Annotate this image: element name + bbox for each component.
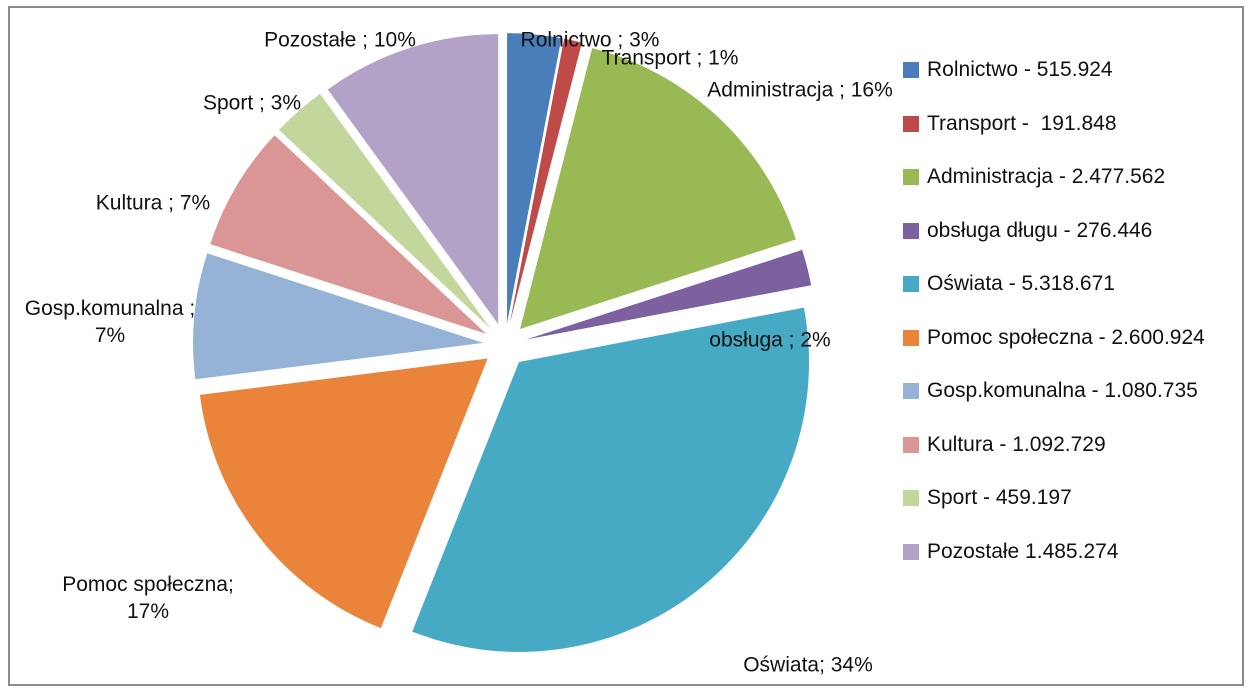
pie-slice (327, 34, 499, 325)
data-label: Administracja ; 16% (707, 78, 893, 102)
legend-swatch (903, 436, 919, 453)
data-label: Rolnictwo ; 3% (520, 28, 660, 52)
data-label: Oświata; 34% (743, 653, 873, 677)
legend-label: Administracja - 2.477.562 (927, 165, 1166, 188)
legend-label: Transport - 191.848 (927, 111, 1117, 135)
legend-label: Pomoc społeczna - 2.600.924 (927, 325, 1205, 349)
legend-label: Oświata - 5.318.671 (927, 272, 1115, 295)
data-label: obsługa ; 2% (709, 328, 831, 352)
pie-slice (526, 249, 812, 340)
legend-entry: Pomoc społeczna - 2.600.924 (903, 326, 1205, 350)
legend-swatch (903, 276, 919, 292)
pie-slice (520, 48, 796, 329)
legend-swatch (903, 222, 919, 239)
pie-slice (412, 307, 810, 652)
legend-entry: Oświata - 5.318.671 (903, 272, 1115, 296)
legend-swatch (903, 62, 919, 78)
legend-entry: obsługa długu - 276.446 (903, 219, 1152, 243)
data-label: Transport ; 1% (601, 46, 739, 70)
data-label: Gosp.komunalna ; 7% (24, 297, 196, 347)
legend-label: Sport - 459.197 (927, 486, 1072, 509)
legend-swatch (903, 543, 919, 560)
data-label: Pomoc społeczna; 17% (62, 573, 234, 623)
legend-entry: Sport - 459.197 (903, 486, 1072, 510)
legend-entry: Kultura - 1.092.729 (903, 433, 1106, 457)
legend-label: Pozostałe 1.485.274 (927, 539, 1119, 563)
pie-slice (279, 93, 491, 329)
data-label: Kultura ; 7% (95, 191, 211, 215)
pie-slice (507, 33, 562, 324)
pie-slice (210, 135, 487, 334)
pie-slice (509, 38, 582, 324)
legend-label: obsługa długu - 276.446 (927, 218, 1153, 242)
legend-swatch (903, 169, 919, 185)
legend-swatch (903, 329, 919, 346)
legend-label: Gosp.komunalna - 1.080.735 (927, 379, 1198, 402)
legend-entry: Administracja - 2.477.562 (903, 165, 1165, 189)
legend-entry: Rolnictwo - 515.924 (903, 58, 1113, 82)
legend-swatch (903, 383, 919, 399)
legend-swatch (903, 490, 919, 506)
pie-slice (193, 253, 484, 380)
legend-label: Rolnictwo - 515.924 (927, 58, 1113, 81)
pie-slice (199, 358, 488, 629)
legend-entry: Gosp.komunalna - 1.080.735 (903, 379, 1198, 403)
chart-frame (8, 6, 1244, 686)
data-label: Sport ; 3% (202, 91, 302, 115)
legend-label: Kultura - 1.092.729 (927, 432, 1106, 456)
legend-entry: Pozostałe 1.485.274 (903, 540, 1118, 564)
data-label: Pozostałe ; 10% (264, 28, 416, 52)
legend-entry: Transport - 191.848 (903, 112, 1117, 136)
legend-swatch (903, 115, 919, 132)
